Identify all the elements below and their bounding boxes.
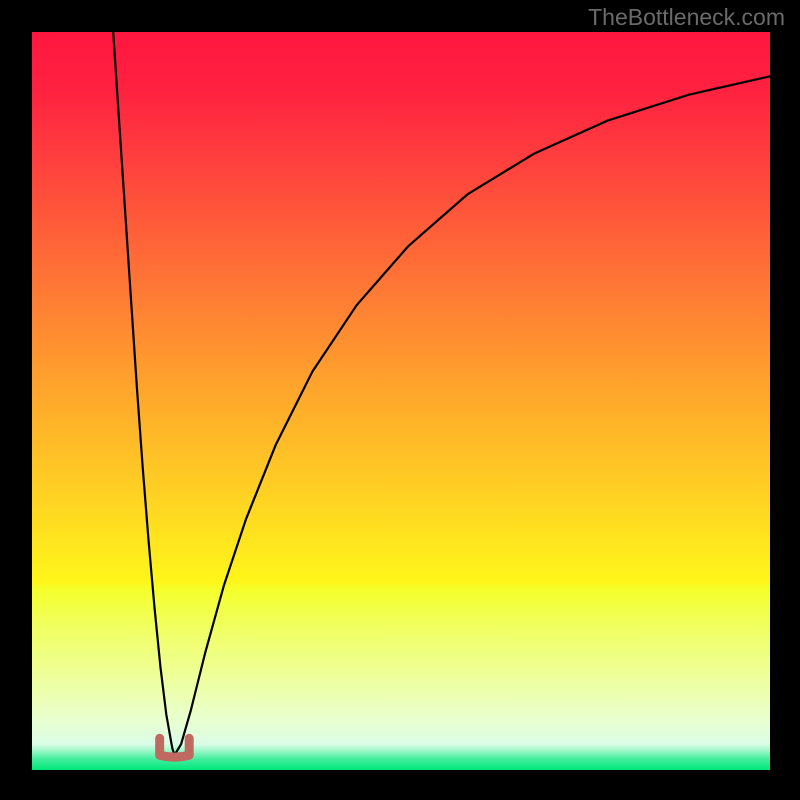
plot-area [32,32,770,770]
chart-frame: TheBottleneck.com [0,0,800,800]
gradient-background [32,32,770,770]
chart-svg [32,32,770,770]
watermark-text: TheBottleneck.com [588,4,785,31]
